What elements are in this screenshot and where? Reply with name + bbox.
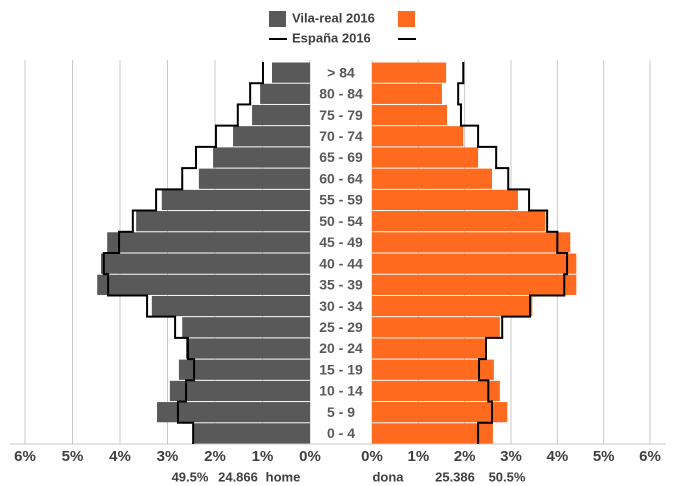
bar xyxy=(372,317,500,338)
category-label: 75 - 79 xyxy=(319,107,363,123)
category-label: 40 - 44 xyxy=(319,255,363,271)
bar xyxy=(193,423,310,444)
bar xyxy=(169,380,310,402)
category-label: 10 - 14 xyxy=(319,383,363,399)
bar xyxy=(372,380,500,402)
category-label: > 84 xyxy=(327,64,355,80)
category-label: 0 - 4 xyxy=(327,425,355,441)
bar xyxy=(182,317,310,338)
footer-label: home xyxy=(266,469,301,484)
bar xyxy=(372,359,494,380)
category-label: 60 - 64 xyxy=(319,170,363,186)
x-tick-label: 4% xyxy=(109,448,131,465)
bar xyxy=(372,423,493,444)
bar xyxy=(178,359,310,380)
bar xyxy=(372,147,479,168)
x-tick-label: 1% xyxy=(407,448,429,465)
bar xyxy=(260,83,310,104)
bar xyxy=(372,104,448,126)
bar xyxy=(151,295,310,317)
category-label: 70 - 74 xyxy=(319,128,363,144)
bar xyxy=(101,253,310,274)
category-label: 55 - 59 xyxy=(319,192,363,208)
legend-swatch xyxy=(398,11,415,27)
bar xyxy=(372,168,493,189)
bar xyxy=(372,211,546,232)
legend-label: Vila-real 2016 xyxy=(292,10,375,25)
bar xyxy=(372,253,577,274)
category-label: 35 - 39 xyxy=(319,277,363,293)
bar xyxy=(372,338,486,359)
footer-label: dona xyxy=(372,469,404,484)
legend-swatch xyxy=(269,11,286,27)
category-label: 45 - 49 xyxy=(319,234,363,250)
bar xyxy=(198,168,310,189)
category-label: 30 - 34 xyxy=(319,298,363,314)
x-tick-label: 0% xyxy=(361,448,383,465)
footer-label: 25.386 xyxy=(435,469,475,484)
bar xyxy=(136,211,310,232)
bar xyxy=(97,274,310,295)
x-tick-label: 3% xyxy=(157,448,179,465)
bar xyxy=(233,126,310,147)
bar xyxy=(372,274,577,295)
category-label: 25 - 29 xyxy=(319,319,363,335)
bar xyxy=(272,62,310,83)
category-label: 80 - 84 xyxy=(319,86,363,102)
category-label: 65 - 69 xyxy=(319,149,363,165)
x-tick-label: 5% xyxy=(593,448,615,465)
x-tick-label: 2% xyxy=(454,448,476,465)
x-tick-label: 3% xyxy=(500,448,522,465)
x-tick-label: 2% xyxy=(204,448,226,465)
x-tick-label: 6% xyxy=(14,448,36,465)
footer-label: 49.5% xyxy=(172,469,209,484)
bar xyxy=(107,232,310,253)
category-label: 5 - 9 xyxy=(327,404,355,420)
bar xyxy=(372,295,533,317)
bar xyxy=(372,62,447,83)
bar xyxy=(372,126,464,147)
x-tick-label: 5% xyxy=(62,448,84,465)
footer-label: 24.866 xyxy=(218,469,258,484)
category-label: 50 - 54 xyxy=(319,213,363,229)
x-tick-label: 1% xyxy=(252,448,274,465)
x-tick-label: 4% xyxy=(546,448,568,465)
x-tick-label: 6% xyxy=(639,448,661,465)
category-label: 20 - 24 xyxy=(319,340,363,356)
bar xyxy=(372,83,442,104)
bar xyxy=(372,402,508,423)
category-label: 15 - 19 xyxy=(319,361,363,377)
bar xyxy=(186,338,310,359)
bar xyxy=(161,189,310,211)
bar xyxy=(372,232,571,253)
x-tick-label: 0% xyxy=(299,448,321,465)
bar xyxy=(252,104,310,126)
bar xyxy=(157,402,310,423)
legend-label: España 2016 xyxy=(292,30,371,45)
footer-label: 50.5% xyxy=(489,469,526,484)
bar xyxy=(372,189,518,211)
bar xyxy=(213,147,310,168)
